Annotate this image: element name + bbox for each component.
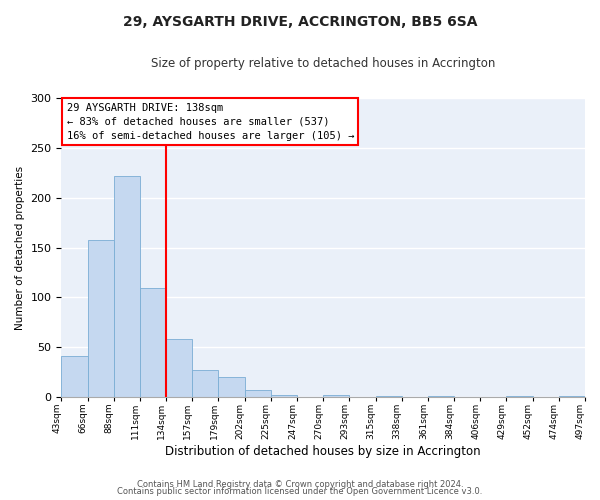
X-axis label: Distribution of detached houses by size in Accrington: Distribution of detached houses by size … bbox=[166, 444, 481, 458]
Bar bbox=[88, 240, 114, 397]
Bar bbox=[245, 390, 271, 397]
Bar bbox=[61, 356, 88, 397]
Bar bbox=[323, 395, 349, 397]
Title: Size of property relative to detached houses in Accrington: Size of property relative to detached ho… bbox=[151, 58, 496, 70]
Bar bbox=[114, 176, 140, 397]
Bar bbox=[376, 396, 402, 397]
Bar bbox=[559, 396, 585, 397]
Bar bbox=[140, 288, 166, 397]
Bar bbox=[193, 370, 218, 397]
Bar bbox=[271, 395, 297, 397]
Bar bbox=[218, 377, 245, 397]
Y-axis label: Number of detached properties: Number of detached properties bbox=[15, 166, 25, 330]
Text: 29 AYSGARTH DRIVE: 138sqm
← 83% of detached houses are smaller (537)
16% of semi: 29 AYSGARTH DRIVE: 138sqm ← 83% of detac… bbox=[67, 102, 354, 141]
Text: 29, AYSGARTH DRIVE, ACCRINGTON, BB5 6SA: 29, AYSGARTH DRIVE, ACCRINGTON, BB5 6SA bbox=[123, 15, 477, 29]
Bar bbox=[506, 396, 533, 397]
Bar bbox=[428, 396, 454, 397]
Text: Contains public sector information licensed under the Open Government Licence v3: Contains public sector information licen… bbox=[118, 488, 482, 496]
Bar bbox=[166, 339, 193, 397]
Text: Contains HM Land Registry data © Crown copyright and database right 2024.: Contains HM Land Registry data © Crown c… bbox=[137, 480, 463, 489]
